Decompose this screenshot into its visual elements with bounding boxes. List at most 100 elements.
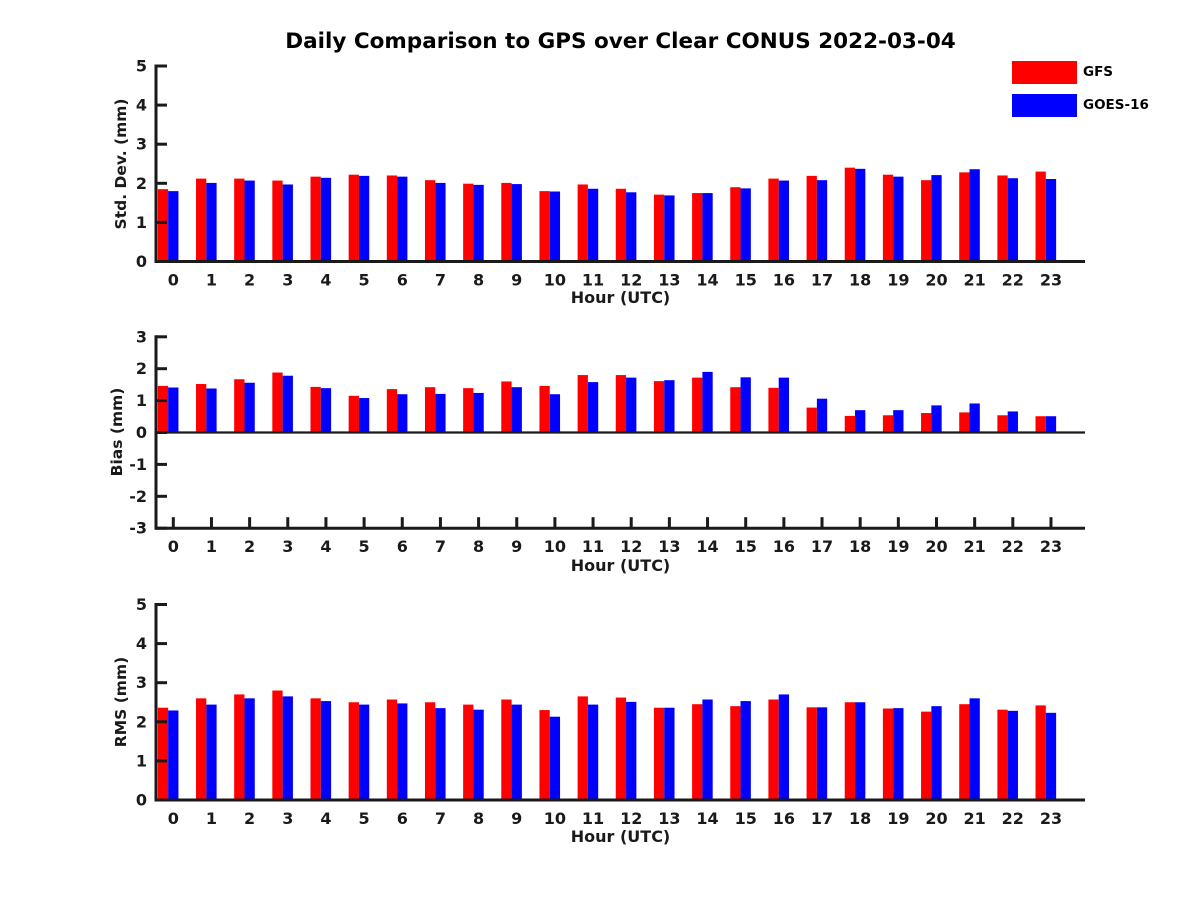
x-tick-label: 20 <box>925 809 947 828</box>
bar-gfs-h1 <box>196 178 207 262</box>
x-tick-label: 0 <box>168 537 179 556</box>
bar-gfs-h18 <box>844 167 856 262</box>
x-tick-label: 8 <box>473 537 484 556</box>
y-tick-label: 0 <box>136 791 147 810</box>
x-tick-label: 17 <box>811 809 833 828</box>
x-tick-label: 13 <box>658 537 680 556</box>
legend-swatch-goes16 <box>1012 94 1077 117</box>
bar-goes-16-h11 <box>587 704 599 800</box>
y-tick-label: -2 <box>129 487 147 506</box>
bar-goes-16-h10 <box>549 394 561 433</box>
x-tick-label: 22 <box>1002 537 1024 556</box>
x-tick-label: 21 <box>964 537 986 556</box>
ylabel-bias: Bias (mm) <box>108 387 126 477</box>
bar-gfs-h0 <box>157 707 169 800</box>
bar-goes-16-h13 <box>664 380 675 433</box>
bar-goes-16-h7 <box>435 393 446 433</box>
bar-goes-16-h17 <box>816 398 828 433</box>
bar-goes-16-h2 <box>244 180 255 262</box>
bar-gfs-h21 <box>959 412 970 433</box>
x-tick-label: 17 <box>811 537 833 556</box>
y-tick-label: 0 <box>136 423 147 442</box>
x-tick-label: 12 <box>620 809 642 828</box>
bar-gfs-h20 <box>921 413 932 433</box>
x-tick-label: 23 <box>1040 271 1062 290</box>
bar-goes-16-h15 <box>740 188 751 262</box>
bar-goes-16-h9 <box>511 184 522 262</box>
bar-goes-16-h8 <box>473 709 484 800</box>
bar-gfs-h4 <box>310 698 321 800</box>
bar-goes-16-h4 <box>320 388 332 433</box>
bar-gfs-h9 <box>501 182 512 262</box>
x-tick-label: 2 <box>244 809 255 828</box>
bar-gfs-h21 <box>959 172 970 262</box>
x-tick-label: 12 <box>620 537 642 556</box>
bar-gfs-h14 <box>692 193 703 262</box>
bar-gfs-h5 <box>348 702 359 800</box>
x-tick-label: 4 <box>320 809 331 828</box>
x-tick-label: 3 <box>282 809 293 828</box>
bar-gfs-h17 <box>806 407 817 433</box>
x-tick-label: 0 <box>168 809 179 828</box>
bar-goes-16-h15 <box>740 701 751 800</box>
bar-gfs-h7 <box>424 702 436 800</box>
y-tick-label: 3 <box>136 327 147 346</box>
bar-goes-16-h7 <box>435 708 446 801</box>
bar-goes-16-h16 <box>778 694 790 800</box>
bar-goes-16-h21 <box>969 698 980 800</box>
xlabel-rms: Hour (UTC) <box>570 827 671 846</box>
x-tick-label: 0 <box>168 271 179 290</box>
bar-goes-16-h3 <box>282 696 293 800</box>
bar-gfs-h14 <box>692 377 703 433</box>
bar-gfs-h15 <box>730 387 741 433</box>
x-tick-label: 11 <box>582 537 604 556</box>
x-tick-label: 20 <box>925 537 947 556</box>
legend-label-gfs: GFS <box>1083 64 1114 80</box>
x-tick-label: 15 <box>735 809 757 828</box>
bar-goes-16-h20 <box>931 175 942 262</box>
bar-gfs-h18 <box>844 702 856 800</box>
bar-goes-16-h23 <box>1045 416 1057 433</box>
bar-gfs-h23 <box>1035 416 1046 433</box>
bar-goes-16-h9 <box>511 387 522 433</box>
x-tick-label: 20 <box>925 271 947 290</box>
bar-gfs-h2 <box>234 694 245 800</box>
bar-gfs-h16 <box>768 178 779 262</box>
bar-gfs-h15 <box>730 706 741 800</box>
bar-goes-16-h15 <box>740 377 751 433</box>
bar-gfs-h22 <box>997 175 1008 262</box>
bar-goes-16-h10 <box>549 716 561 800</box>
bar-gfs-h19 <box>882 415 894 433</box>
bar-goes-16-h11 <box>587 382 599 433</box>
bar-gfs-h1 <box>196 384 207 433</box>
bar-gfs-h10 <box>539 385 550 433</box>
x-tick-label: 18 <box>849 537 871 556</box>
ylabel-rms: RMS (mm) <box>112 656 130 748</box>
x-tick-label: 8 <box>473 271 484 290</box>
y-tick-label: 1 <box>136 751 147 770</box>
xlabel-stddev: Hour (UTC) <box>570 288 671 307</box>
bar-goes-16-h19 <box>893 410 904 433</box>
bar-gfs-h11 <box>577 375 588 433</box>
bar-goes-16-h22 <box>1007 411 1018 433</box>
bar-gfs-h4 <box>310 386 321 433</box>
bar-goes-16-h21 <box>969 403 980 433</box>
bar-gfs-h11 <box>577 184 588 262</box>
bar-gfs-h16 <box>768 387 779 433</box>
y-tick-label: 1 <box>136 391 147 410</box>
bar-goes-16-h0 <box>168 191 179 262</box>
bar-gfs-h5 <box>348 395 359 433</box>
y-tick-label: 3 <box>136 135 147 154</box>
bar-goes-16-h8 <box>473 184 484 262</box>
bar-gfs-h3 <box>272 690 283 800</box>
bar-gfs-h6 <box>386 389 398 433</box>
x-tick-label: 5 <box>359 537 370 556</box>
x-tick-label: 21 <box>964 271 986 290</box>
bar-goes-16-h4 <box>320 701 332 800</box>
bar-goes-16-h0 <box>168 710 179 800</box>
bar-gfs-h14 <box>692 704 703 800</box>
legend-label-goes16: GOES-16 <box>1083 97 1149 113</box>
bar-gfs-h8 <box>463 183 474 262</box>
x-tick-label: 11 <box>582 271 604 290</box>
